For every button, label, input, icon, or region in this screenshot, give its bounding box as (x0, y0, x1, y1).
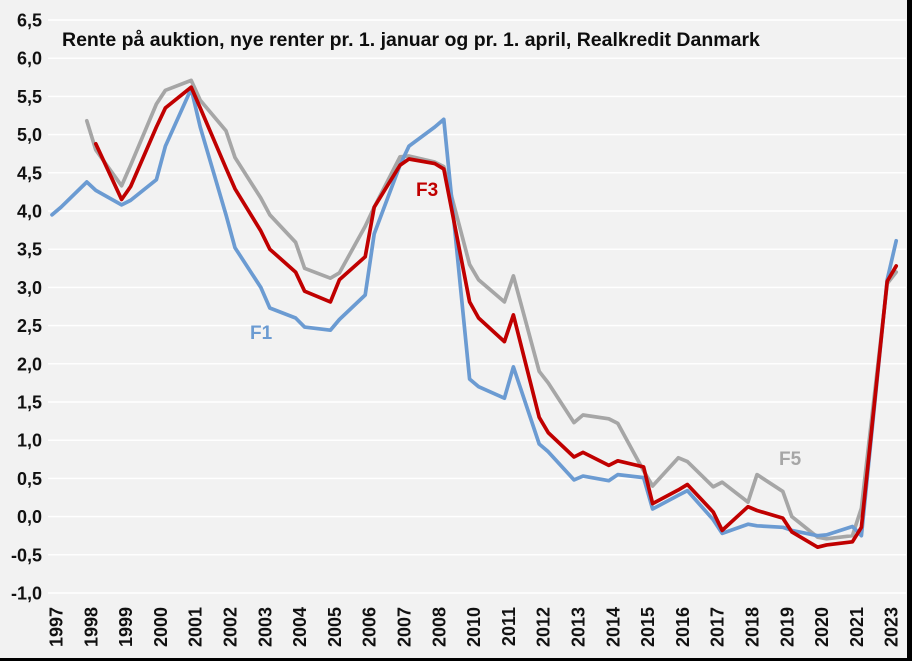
x-axis-tick-label: 2004 (290, 607, 310, 647)
x-axis-tick-label: 2003 (255, 607, 275, 647)
y-axis-tick-label: 4,0 (17, 202, 42, 222)
y-axis-tick-label: 5,5 (17, 87, 42, 107)
x-axis-tick-label: 1997 (47, 607, 67, 647)
y-axis-tick-label: 0,0 (17, 507, 42, 527)
y-axis-tick-label: -1,0 (11, 584, 42, 604)
y-axis-tick-label: 1,5 (17, 393, 42, 413)
x-axis-tick-label: 2015 (638, 607, 658, 647)
x-axis-tick-label: 2005 (325, 607, 345, 647)
y-axis-tick-label: 6,0 (17, 49, 42, 69)
chart-title: Rente på auktion, nye renter pr. 1. janu… (62, 29, 760, 51)
x-axis-tick-label: 2014 (603, 607, 623, 647)
x-axis-tick-label: 2008 (429, 607, 449, 647)
x-axis-tick-label: 2010 (464, 607, 484, 647)
y-axis-tick-label: 1,0 (17, 431, 42, 451)
f5-series-label: F5 (779, 449, 802, 470)
x-axis-tick-label: 2021 (847, 607, 867, 647)
f3-series-label: F3 (416, 180, 439, 201)
x-axis-tick-label: 2011 (499, 607, 519, 646)
y-axis-tick-label: 0,5 (17, 469, 42, 489)
x-axis-tick-label: 2007 (395, 607, 415, 647)
x-axis-tick-label: 2001 (186, 607, 206, 647)
x-axis-tick-label: 2013 (569, 607, 589, 647)
x-axis-tick-label: 2016 (673, 607, 693, 647)
y-axis-tick-label: 4,5 (17, 163, 42, 183)
x-axis-tick-label: 2006 (360, 607, 380, 647)
x-axis-tick-label: 2017 (708, 607, 728, 647)
x-axis-tick-label: 2018 (743, 607, 763, 647)
f1-series-label: F1 (250, 323, 273, 344)
x-axis-tick-label: 2012 (534, 607, 554, 647)
x-axis-tick-label: 2023 (882, 607, 902, 647)
y-axis-tick-label: 2,5 (17, 316, 42, 336)
y-axis-tick-label: 5,0 (17, 125, 42, 145)
x-axis-tick-label: 2019 (777, 607, 797, 647)
y-axis-tick-label: 6,5 (17, 11, 42, 31)
x-axis-tick-label: 2000 (151, 607, 171, 647)
x-axis-tick-label: 2020 (812, 607, 832, 647)
x-axis-tick-label: 1998 (81, 607, 101, 647)
x-axis-tick-label: 1999 (116, 607, 136, 647)
y-axis-tick-label: 3,0 (17, 278, 42, 298)
y-axis-tick-label: 2,0 (17, 354, 42, 374)
f5-line-series (84, 78, 899, 541)
f3-line-series (93, 85, 899, 550)
y-axis-tick-label: 3,5 (17, 240, 42, 260)
x-axis-tick-label: 2002 (221, 607, 241, 647)
y-axis-tick-label: -0,5 (11, 545, 42, 565)
